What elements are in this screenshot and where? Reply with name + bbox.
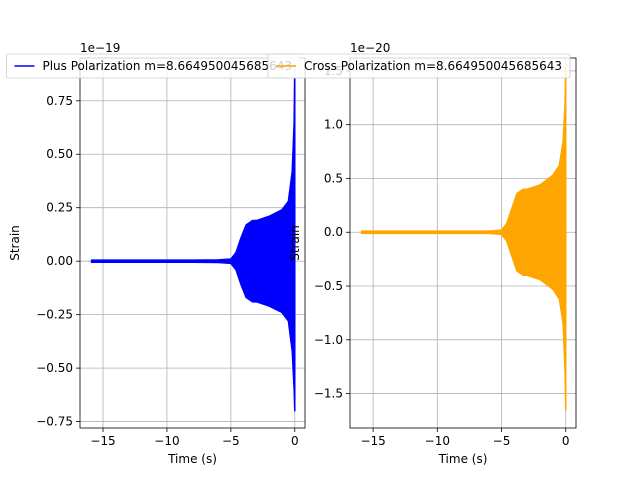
plus-y-tick-label-6: 0.75 bbox=[46, 94, 73, 108]
cross-y-tick-label-0: −1.5 bbox=[314, 387, 343, 401]
cross-series-0-band bbox=[360, 64, 567, 411]
plus-y-ticks: −0.75 −0.50 −0.25 0.00 0.25 0.50 0.75 bbox=[36, 94, 80, 429]
cross-y-axis-label: Strain bbox=[288, 225, 302, 261]
plus-x-tick-label-2: −5 bbox=[222, 434, 240, 448]
cross-x-tick-label-1: −10 bbox=[425, 434, 450, 448]
cross-x-tick-label-2: −5 bbox=[493, 434, 511, 448]
plus-legend-label: Plus Polarization m=8.664950045685643 bbox=[42, 59, 292, 73]
cross-y-tick-label-2: −0.5 bbox=[314, 279, 343, 293]
plus-x-tick-label-0: −15 bbox=[90, 434, 115, 448]
plus-x-tick-label-3: 0 bbox=[291, 434, 299, 448]
cross-y-tick-label-3: 0.0 bbox=[324, 225, 343, 239]
plus-y-axis-label: Strain bbox=[8, 225, 22, 261]
cross-x-tick-label-0: −15 bbox=[360, 434, 385, 448]
cross-legend-box bbox=[267, 53, 571, 79]
plus-x-ticks: −15 −10 −5 0 bbox=[90, 428, 299, 448]
cross-y-tick-label-1: −1.0 bbox=[314, 333, 343, 347]
cross-x-axis-label: Time (s) bbox=[438, 452, 488, 466]
plus-y-tick-label-1: −0.50 bbox=[36, 361, 73, 375]
plus-x-axis-label: Time (s) bbox=[167, 452, 217, 466]
cross-y-offset-label: 1e−20 bbox=[350, 41, 390, 55]
plus-y-tick-label-0: −0.75 bbox=[36, 415, 73, 429]
cross-x-ticks: −15 −10 −5 0 bbox=[360, 428, 570, 448]
plus-y-tick-label-4: 0.25 bbox=[46, 201, 73, 215]
cross-legend-label: Cross Polarization m=8.664950045685643 bbox=[304, 59, 562, 73]
cross-grid bbox=[350, 58, 576, 428]
plus-y-tick-label-2: −0.25 bbox=[36, 308, 73, 322]
cross-y-tick-label-4: 0.5 bbox=[324, 171, 343, 185]
plus-x-tick-label-1: −10 bbox=[154, 434, 179, 448]
cross-polarization-axes: −15−10−50 −1.5−1.0−0.50.00.51.01.5 Time … bbox=[288, 41, 577, 466]
cross-y-ticks: −1.5−1.0−0.50.00.51.01.5 bbox=[314, 64, 350, 401]
plus-series bbox=[90, 63, 296, 412]
cross-y-tick-label-5: 1.0 bbox=[324, 118, 343, 132]
cross-x-tick-label-3: 0 bbox=[562, 434, 570, 448]
plus-y-tick-label-5: 0.50 bbox=[46, 147, 73, 161]
cross-legend: Cross Polarization m=8.664950045685643 bbox=[267, 53, 571, 79]
plus-legend: Plus Polarization m=8.664950045685643 bbox=[6, 53, 301, 79]
plus-series-0-band bbox=[90, 63, 296, 412]
plus-y-tick-label-3: 0.00 bbox=[46, 254, 73, 268]
plus-y-offset-label: 1e−19 bbox=[80, 41, 120, 55]
plus-polarization-axes: −15 −10 −5 0 −0.75 −0.50 −0.25 0.00 0.25 0.50 0.7… bbox=[8, 41, 306, 466]
cross-series bbox=[360, 64, 567, 411]
